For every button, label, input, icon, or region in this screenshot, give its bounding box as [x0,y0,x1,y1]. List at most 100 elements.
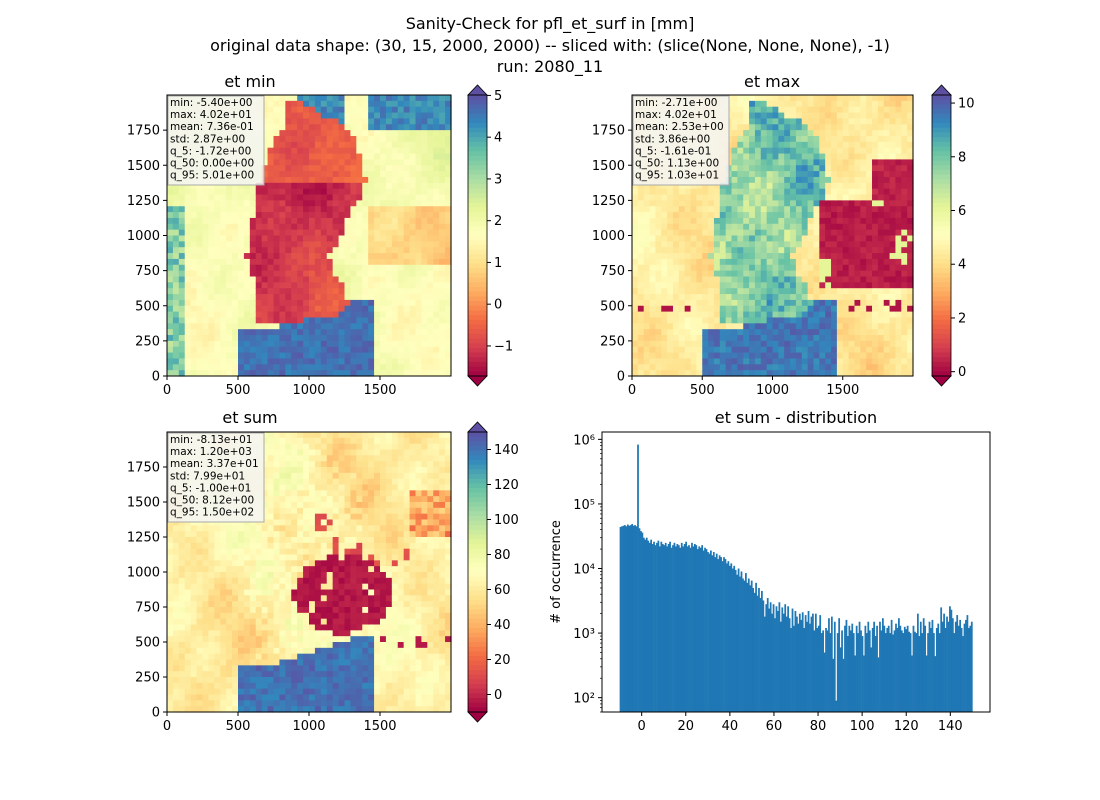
heatmap-cell [854,135,861,143]
y-tick-label: 1000 [592,229,625,244]
heatmap-cell [273,124,281,131]
colorbar-tick-label: 3 [494,172,502,187]
heatmap-cell [267,153,275,160]
heatmap-cell [655,217,662,225]
heatmap-cell [421,264,428,272]
heatmap-cell [895,212,902,219]
heatmap-cell [368,235,375,242]
heatmap-cell [825,194,832,201]
heatmap-cell [397,352,405,360]
heatmap-cell [309,282,316,289]
heatmap-cell [397,165,405,172]
heatmap-cell [860,346,867,354]
heatmap-cell [754,165,762,172]
heatmap-cell [309,118,316,125]
heatmap-cell [362,370,369,377]
heatmap-cell [889,194,897,201]
heatmap-cell [854,153,861,160]
heatmap-cell [684,188,692,196]
heatmap-cell [866,106,873,114]
heatmap-cell [813,264,820,272]
heatmap-cell [667,241,674,248]
heatmap-cell [778,159,785,166]
colorbar-segment [468,212,487,218]
heatmap-cell [190,212,198,219]
heatmap-cell [344,264,352,272]
colorbar-segment [932,207,951,213]
heatmap-cell [860,124,867,131]
heatmap-cell [672,223,680,231]
heatmap-cell [421,200,428,207]
heatmap-cell [249,352,257,360]
stats-box-bg [167,95,265,186]
heatmap-cell [249,241,257,248]
heatmap-cell [344,270,352,278]
colorbar-segment [468,165,487,171]
heatmap-cell [273,95,281,102]
heatmap-cell [825,264,832,272]
heatmap-cell [397,276,405,283]
heatmap-cell [344,118,352,125]
heatmap-cell [907,229,914,237]
heatmap-cell [273,346,281,354]
heatmap-cell [801,95,809,102]
heatmap-cell [202,253,210,260]
heatmap-cell [409,364,417,371]
heatmap-cell [719,253,727,260]
heatmap-cell [766,364,774,371]
heatmap-cell [795,364,803,371]
heatmap-cell [303,200,310,207]
heatmap-cell [362,200,369,207]
heatmap-cell [303,95,310,102]
heatmap-cell [807,229,815,237]
heatmap-cell [220,194,227,201]
heatmap-cell [772,206,779,213]
heatmap-cell [807,130,815,137]
heatmap-cell [415,299,423,307]
heatmap-cell [754,317,762,324]
heatmap-cell [825,317,832,324]
heatmap-cell [190,247,198,254]
heatmap-cell [261,370,269,377]
heatmap-cell [854,165,861,172]
heatmap-cell [320,217,328,225]
heatmap-cell [872,171,879,178]
heatmap-cell [813,100,820,108]
heatmap-cell [790,217,797,225]
heatmap-cell [790,194,797,201]
heatmap-cell [314,247,322,254]
heatmap-cell [374,124,381,131]
heatmap-cell [190,235,198,242]
heatmap-cell [249,253,257,260]
heatmap-cell [374,299,381,307]
heatmap-cell [872,288,879,295]
heatmap-cell [655,352,662,360]
heatmap-cell [439,253,446,260]
heatmap-cell [261,364,269,371]
heatmap-cell [719,358,727,365]
heatmap-cell [719,276,727,283]
heatmap-cell [314,135,322,143]
heatmap-cell [872,182,879,190]
heatmap-cell [661,358,668,365]
heatmap-cell [637,264,645,272]
heatmap-cell [784,182,791,190]
heatmap-cell [731,194,738,201]
heatmap-cell [708,299,715,307]
heatmap-cell [813,294,820,301]
heatmap-cell [397,364,405,371]
heatmap-cell [883,200,891,207]
heatmap-cell [291,229,298,237]
heatmap-cell [220,282,227,289]
heatmap-cell [754,370,762,377]
heatmap-cell [178,671,186,678]
heatmap-cell [421,258,428,266]
heatmap-cell [415,206,423,213]
heatmap-cell [889,124,897,131]
heatmap-cell [433,294,440,301]
heatmap-cell [754,135,762,143]
heatmap-cell [196,311,204,319]
heatmap-cell [725,352,733,360]
heatmap-cell [380,305,387,313]
heatmap-cell [883,335,891,342]
